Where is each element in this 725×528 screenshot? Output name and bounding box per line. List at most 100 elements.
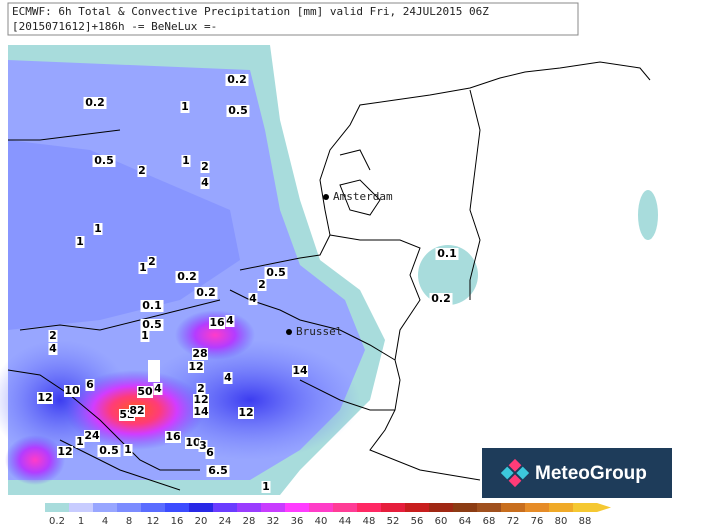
contour-label: 12: [37, 391, 52, 404]
label-bg: [206, 465, 230, 477]
label-bg: [175, 271, 199, 283]
colorbar-swatch: [117, 503, 141, 512]
colorbar-swatch: [309, 503, 333, 512]
label-bg: [225, 315, 235, 327]
colorbar-label: 60: [435, 516, 448, 527]
label-bg: [205, 447, 215, 459]
contour-label: 4: [249, 292, 257, 305]
label-bg: [181, 155, 191, 167]
city-label: Brussel: [296, 325, 342, 338]
colorbar-swatch: [429, 503, 453, 512]
colorbar-label: 24: [219, 516, 232, 527]
label-bg: [435, 248, 459, 260]
contour-label: 1: [141, 329, 149, 342]
contour-label: 2: [201, 160, 209, 173]
contour-label: 1: [262, 480, 270, 493]
label-bg: [194, 287, 218, 299]
label-bg: [292, 365, 308, 377]
colorbar-swatch: [261, 503, 285, 512]
logo-text: MeteoGroup: [535, 463, 647, 484]
contour-labels: 0.20.2 1 0.50.521 2411210.20.220.540.10.511…: [37, 73, 459, 493]
contour-label: 1: [181, 100, 189, 113]
header-title: ECMWF: 6h Total & Convective Precipitati…: [12, 5, 489, 18]
label-bg: [223, 372, 233, 384]
contour-label: 0.5: [94, 154, 114, 167]
label-bg: [192, 348, 208, 360]
mask: [148, 360, 160, 382]
contour-label: 6: [206, 446, 214, 459]
label-bg: [196, 383, 206, 395]
contour-label: 4: [154, 382, 162, 395]
colorbar-label: 52: [387, 516, 400, 527]
contour-label: 1: [124, 443, 132, 456]
colorbar-label: 32: [267, 516, 280, 527]
label-bg: [84, 430, 100, 442]
contour-label: 2: [197, 382, 205, 395]
colorbar-label: 20: [195, 516, 208, 527]
colorbar-swatch: [285, 503, 309, 512]
contour-label: 10: [64, 384, 80, 397]
label-bg: [83, 97, 107, 109]
precip-max: [5, 435, 65, 485]
header-subtitle: [2015071612]+186h -= BeNeLux =-: [12, 20, 217, 33]
label-bg: [75, 436, 85, 448]
label-bg: [261, 481, 271, 493]
colorbar-swatch: [357, 503, 381, 512]
contour-label: 3: [199, 439, 207, 452]
colorbar: 0.2 1 4 8 12 16 20 24 28 32 36 40 44 48 52 56 60 64 68 72 76…: [45, 503, 611, 527]
contour-label: 1: [139, 261, 147, 274]
colorbar-swatch: [549, 503, 573, 512]
contour-label: 28: [192, 347, 207, 360]
contour-label: 12: [188, 360, 203, 373]
contour-label: 1: [76, 435, 84, 448]
colorbar-swatch: [141, 503, 165, 512]
contour-label: 4: [49, 342, 57, 355]
label-bg: [198, 440, 208, 452]
contour-label: 1: [76, 235, 84, 248]
city-marker: [286, 329, 292, 335]
contour-label: 14: [193, 405, 209, 418]
colorbar-label: 1: [78, 516, 84, 527]
contour-label: 6: [86, 378, 94, 391]
colorbar-label: 36: [291, 516, 304, 527]
colorbar-swatch: [165, 503, 189, 512]
contour-label: 2: [138, 164, 146, 177]
colorbar-swatch: [237, 503, 261, 512]
contour-label: 12: [57, 445, 72, 458]
colorbar-label: 4: [102, 516, 108, 527]
contour-label: 2: [49, 329, 57, 342]
label-bg: [238, 407, 254, 419]
contour-label: 0.1: [437, 247, 457, 260]
precip-max: [175, 310, 255, 360]
contour-label: 50: [137, 385, 153, 398]
colorbar-label: 80: [555, 516, 568, 527]
contour-label: 10: [185, 436, 201, 449]
contour-label: 0.2: [431, 292, 451, 305]
precip-light: [638, 190, 658, 240]
colorbar-arrow: [597, 503, 611, 512]
label-bg: [137, 386, 153, 398]
colorbar-swatch: [333, 503, 357, 512]
colorbar-label: 40: [315, 516, 328, 527]
label-bg: [165, 431, 181, 443]
contour-label: 0.5: [228, 104, 248, 117]
label-bg: [226, 105, 250, 117]
label-bg: [48, 330, 58, 342]
logo-box: [482, 448, 672, 498]
colorbar-label: 28: [243, 516, 256, 527]
contour-label: 24: [84, 429, 100, 442]
contour-label: 2: [258, 278, 266, 291]
contour-label: 4: [224, 371, 232, 384]
label-bg: [185, 437, 201, 449]
label-bg: [193, 394, 209, 406]
contour-label: 0.2: [227, 73, 247, 86]
label-bg: [264, 267, 288, 279]
contour-label: 2: [148, 255, 156, 268]
contour-label: 16: [165, 430, 181, 443]
label-bg: [129, 405, 145, 417]
contour-label: 1: [94, 222, 102, 235]
colorbar-swatch: [45, 503, 69, 512]
contour-label: 82: [129, 404, 144, 417]
